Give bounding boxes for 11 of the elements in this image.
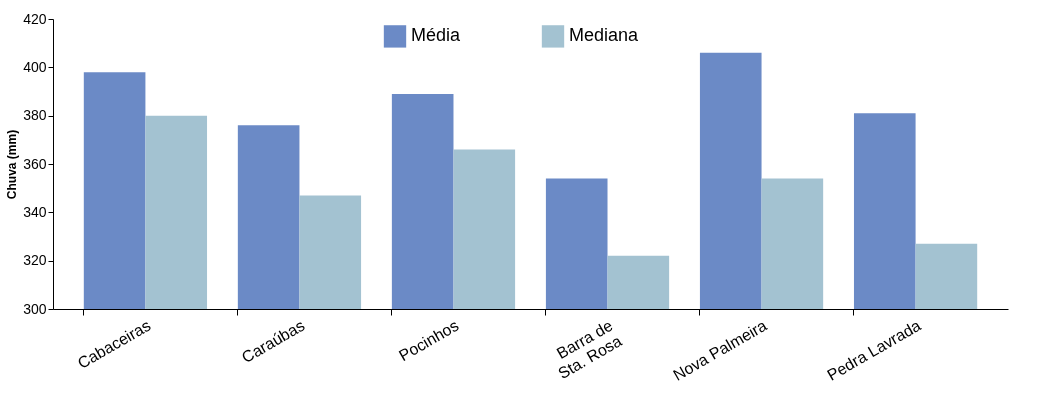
y-tick-label: 340 [23, 203, 47, 220]
legend-label: Média [411, 25, 462, 46]
y-tick-label: 380 [23, 107, 47, 124]
legend-label: Mediana [569, 25, 640, 46]
y-tick-label: 300 [23, 300, 47, 317]
y-tick-label: 320 [23, 252, 47, 269]
y-tick-label: 400 [23, 58, 47, 75]
x-tick-label: Barra de Sta. Rosa [553, 316, 625, 383]
y-axis-title: Chuva (mm) [5, 129, 20, 200]
y-tick-label: 420 [23, 10, 47, 27]
y-tick-label: 360 [23, 155, 47, 172]
